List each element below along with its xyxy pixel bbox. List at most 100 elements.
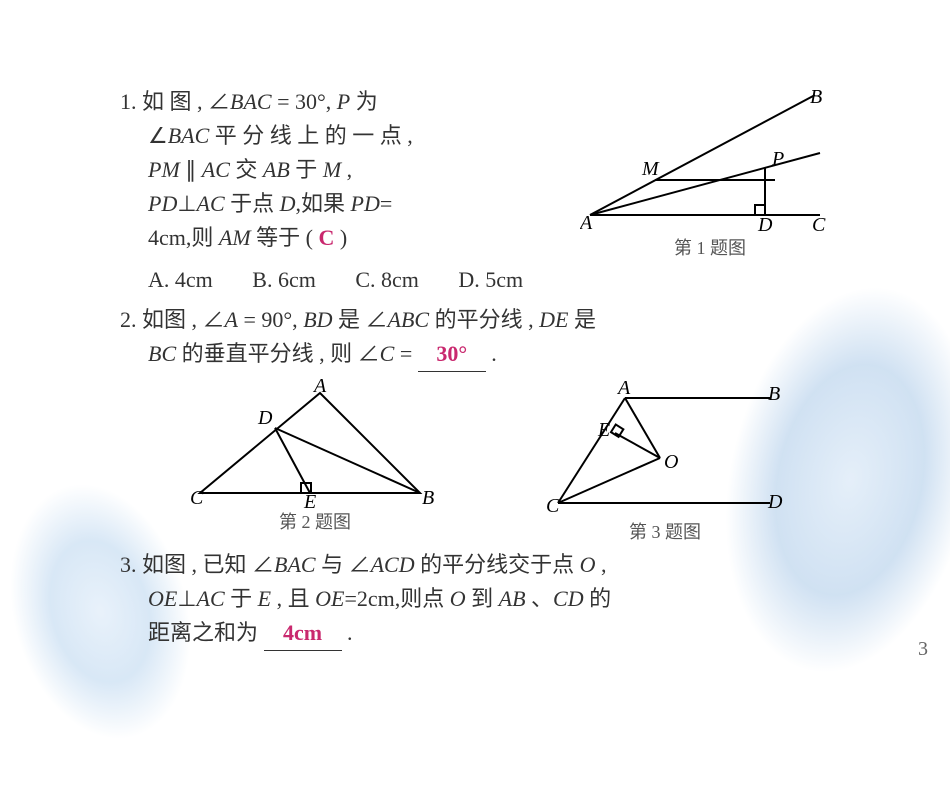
fig3-label-D: D: [767, 491, 783, 513]
fig3-label-C: C: [546, 495, 560, 517]
q1-t4b: ⊥: [177, 191, 196, 216]
q1-t1a: 如 图 , ∠: [142, 89, 230, 114]
q3-t1d: ACD: [371, 552, 415, 577]
q3-t2h: =2cm,则点: [344, 586, 449, 611]
q3-t1a: 如图 , 已知 ∠: [142, 552, 274, 577]
q1-option-b: B. 6cm: [252, 263, 316, 297]
q3-t2n: 的: [584, 586, 612, 611]
fig3-label-A: A: [616, 378, 631, 399]
q2-t2e: .: [486, 341, 497, 366]
q1-answer: C: [318, 225, 334, 250]
q1-t4c: AC: [197, 191, 225, 216]
figure-3-wrap: A B C D E O 第 3 题图: [540, 378, 790, 544]
q1-t5a: 4cm,则: [148, 225, 219, 250]
q1-t1d: P: [337, 89, 350, 114]
question-1: A B C D M P 第 1 题图 1. 如 图 , ∠BAC = 30°, …: [120, 85, 840, 297]
q2-t1a: 如图 , ∠: [142, 307, 225, 332]
fig1-label-C: C: [812, 214, 826, 235]
q1-number: 1.: [120, 89, 137, 114]
q3-t1b: BAC: [274, 552, 316, 577]
fig1-label-A: A: [580, 212, 593, 234]
q2-t2a: BC: [148, 341, 176, 366]
q2-t2b: 的垂直平分线 , 则 ∠: [176, 341, 380, 366]
q3-t3a: 距离之和为: [148, 620, 264, 645]
fig1-label-D: D: [757, 214, 773, 235]
q2-text: 2. 如图 , ∠A = 90°, BD 是 ∠ABC 的平分线 , DE 是 …: [120, 303, 840, 372]
figures-row: A B C D E 第 2 题图: [140, 378, 840, 544]
q2-t1d: BD: [303, 307, 332, 332]
q1-t3g: M: [323, 157, 341, 182]
figure-1: A B C D M P: [580, 85, 830, 235]
q3-t2m: CD: [553, 586, 584, 611]
q3-t2i: O: [450, 586, 466, 611]
page-number: 3: [918, 638, 928, 661]
question-3: 3. 如图 , 已知 ∠BAC 与 ∠ACD 的平分线交于点 O , OE⊥AC…: [120, 548, 840, 651]
q1-option-a: A. 4cm: [148, 263, 213, 297]
q2-t1h: DE: [539, 307, 568, 332]
q3-t2d: 于: [225, 586, 258, 611]
q1-t4f: ,如果: [296, 191, 351, 216]
q1-t3h: ,: [341, 157, 352, 182]
q1-t1e: 为: [350, 89, 378, 114]
q3-t2l: 、: [526, 586, 554, 611]
q1-t3c: AC: [202, 157, 230, 182]
q2-t1f: ABC: [388, 307, 430, 332]
fig1-label-M: M: [641, 158, 660, 180]
q3-number: 3.: [120, 552, 137, 577]
q1-option-c: C. 8cm: [355, 263, 419, 297]
q2-t2d: =: [394, 341, 417, 366]
q3-text: 3. 如图 , 已知 ∠BAC 与 ∠ACD 的平分线交于点 O , OE⊥AC…: [120, 548, 840, 651]
q3-t2k: AB: [499, 586, 526, 611]
q1-option-d: D. 5cm: [458, 263, 523, 297]
q1-t4d: 于点: [225, 191, 280, 216]
q1-t2c: 平 分 线 上 的 一 点 ,: [209, 123, 413, 148]
q1-options: A. 4cm B. 6cm C. 8cm D. 5cm: [148, 263, 840, 297]
q3-t2b: ⊥: [177, 586, 196, 611]
q1-t3f: 于: [290, 157, 323, 182]
fig2-label-A: A: [312, 378, 327, 397]
q1-t3e: AB: [263, 157, 290, 182]
figure-1-caption: 第 1 题图: [580, 235, 840, 263]
q3-t3b: .: [342, 620, 353, 645]
q1-t4e: D: [280, 191, 296, 216]
figure-2-wrap: A B C D E 第 2 题图: [190, 378, 440, 544]
page-content: A B C D M P 第 1 题图 1. 如 图 , ∠BAC = 30°, …: [120, 85, 840, 657]
q2-t1g: 的平分线 ,: [429, 307, 539, 332]
q1-t2b: BAC: [168, 123, 210, 148]
fig3-label-O: O: [664, 451, 678, 473]
fig1-label-B: B: [810, 86, 822, 108]
q3-t2c: AC: [197, 586, 225, 611]
q3-t2j: 到: [466, 586, 499, 611]
q1-t4g: PD: [351, 191, 380, 216]
fig1-label-P: P: [771, 148, 784, 170]
q1-text: 1. 如 图 , ∠BAC = 30°, P 为 ∠BAC 平 分 线 上 的 …: [120, 85, 572, 255]
fig2-label-C: C: [190, 487, 204, 508]
figure-2: A B C D E: [190, 378, 440, 508]
q3-t1e: 的平分线交于点: [415, 552, 580, 577]
fig2-label-E: E: [303, 491, 316, 508]
q3-answer: 4cm: [283, 620, 322, 645]
figure-3: A B C D E O: [540, 378, 790, 518]
fig2-label-D: D: [257, 407, 273, 429]
figure-2-caption: 第 2 题图: [190, 508, 440, 534]
q1-t4a: PD: [148, 191, 177, 216]
q1-t3d: 交: [230, 157, 263, 182]
fig3-label-B: B: [768, 383, 780, 405]
q1-t3a: PM: [148, 157, 180, 182]
question-2: 2. 如图 , ∠A = 90°, BD 是 ∠ABC 的平分线 , DE 是 …: [120, 303, 840, 372]
q1-t1c: = 30°,: [272, 89, 337, 114]
q1-t5c: 等于 (: [251, 225, 319, 250]
q2-t1i: 是: [568, 307, 596, 332]
fig3-label-E: E: [597, 419, 610, 441]
q3-t1g: ,: [596, 552, 607, 577]
q3-t2a: OE: [148, 586, 177, 611]
q2-number: 2.: [120, 307, 137, 332]
q3-t1c: 与 ∠: [316, 552, 371, 577]
q1-t2a: ∠: [148, 123, 168, 148]
q1-t4h: =: [380, 191, 392, 216]
q1-t3b: ∥: [180, 157, 202, 182]
q2-t1e: 是 ∠: [333, 307, 388, 332]
q2-t1c: = 90°,: [238, 307, 303, 332]
figure-3-caption: 第 3 题图: [540, 518, 790, 544]
q3-t2g: OE: [315, 586, 344, 611]
